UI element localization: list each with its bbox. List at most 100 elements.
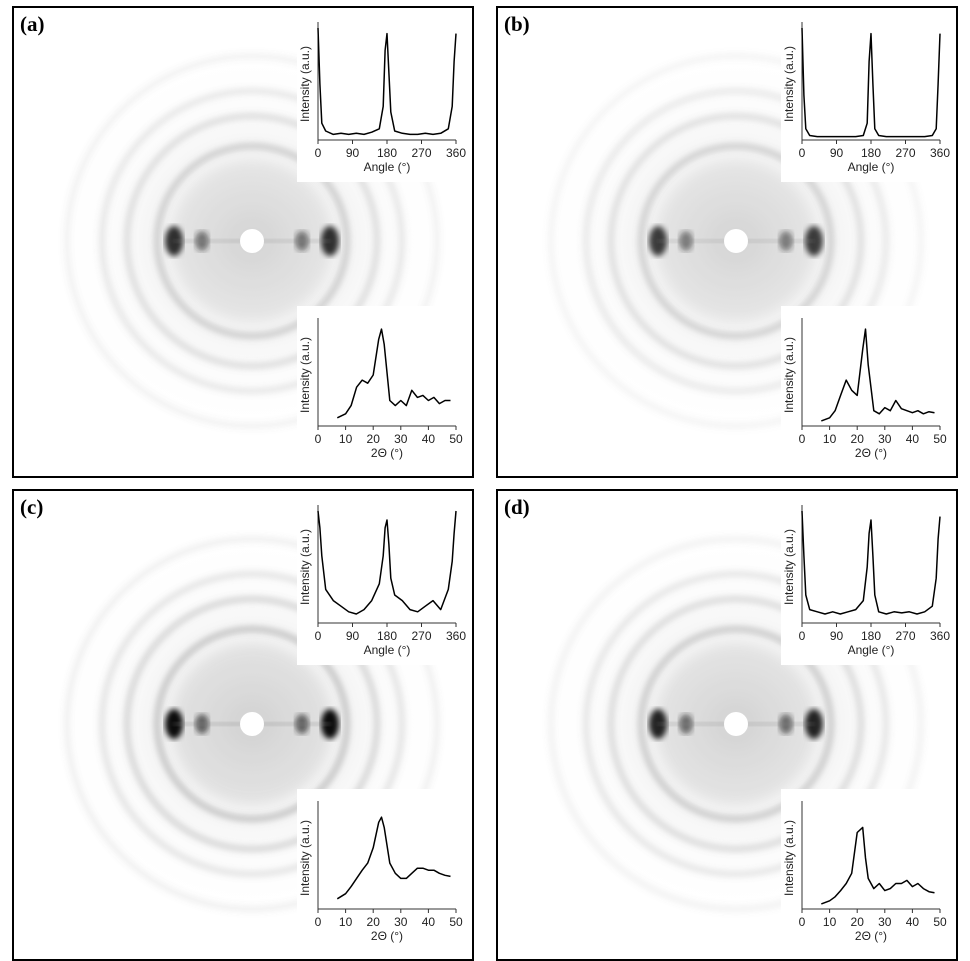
x-tick-label: 10 [823,432,837,446]
x-tick-label: 20 [851,915,865,929]
streak [736,722,814,726]
x-tick-label: 40 [422,432,436,446]
data-line [821,328,935,422]
x-tick-label: 50 [933,915,947,929]
inset-background [297,8,468,182]
y-axis-label: Intensity (a.u.) [298,529,312,605]
diffraction-ring [123,595,381,853]
y-axis-label: Intensity (a.u.) [298,820,312,896]
x-tick-label: 20 [367,915,381,929]
data-line [317,510,457,615]
diffraction-ring [547,52,925,430]
panel-frame [12,489,474,961]
panel-label: (a) [20,12,45,36]
x-tick-label: 50 [933,432,947,446]
diffraction-ring [153,625,351,823]
x-tick-label: 0 [799,432,806,446]
data-line [801,27,941,138]
x-tick-label: 0 [799,146,806,160]
x-tick-label: 360 [930,629,950,643]
panel: (d) 0 90 180 270 360 Angle (°) Intensity (a.u.)… [496,489,958,961]
x-axis-label: 2Θ (°) [371,929,403,943]
streak [736,239,814,243]
panel: (c) 0 90 180 270 360 Angle (°) Intensity (a.u.)… [12,489,474,961]
x-tick-label: 10 [339,915,353,929]
inset-background [781,789,952,958]
x-tick-label: 10 [339,432,353,446]
data-line [336,816,451,900]
streak [658,722,736,726]
x-tick-label: 180 [377,629,397,643]
x-tick-label: 30 [394,915,408,929]
x-tick-label: 0 [315,915,322,929]
streak [174,722,252,726]
panel: (a) 0 90 180 270 360 Angle (°) Intensity (a.u.)… [12,6,474,478]
y-axis-label: Intensity (a.u.) [298,337,312,413]
x-tick-label: 90 [830,629,844,643]
x-tick-label: 180 [861,629,881,643]
data-line [801,510,941,615]
panel: (b) 0 90 180 270 360 Angle (°) Intensity (a.u.)… [496,6,958,478]
diffraction-ring [63,52,441,430]
diffraction-ring [98,570,406,878]
diffraction-ring [582,570,890,878]
x-tick-label: 180 [861,146,881,160]
x-tick-label: 10 [823,915,837,929]
x-tick-label: 270 [895,146,915,160]
x-tick-label: 180 [377,146,397,160]
data-line [336,328,451,419]
diffraction-ring [637,142,835,340]
x-tick-label: 90 [346,629,360,643]
x-tick-label: 0 [315,146,322,160]
y-axis-label: Intensity (a.u.) [782,46,796,122]
inset-background [781,8,952,182]
x-tick-label: 30 [878,915,892,929]
x-tick-label: 40 [906,915,920,929]
x-tick-label: 90 [346,146,360,160]
x-tick-label: 20 [851,432,865,446]
x-tick-label: 360 [446,629,466,643]
x-tick-label: 0 [315,629,322,643]
beam-stop [724,229,748,253]
x-axis-label: Angle (°) [848,643,895,657]
panel-label: (c) [20,495,43,519]
x-axis-label: 2Θ (°) [855,446,887,460]
streak [174,239,252,243]
panel-label: (d) [504,495,530,519]
x-axis-label: 2Θ (°) [371,446,403,460]
x-tick-label: 360 [930,146,950,160]
x-tick-label: 50 [449,915,463,929]
diffraction-ring [607,112,865,370]
x-axis-label: Angle (°) [364,160,411,174]
x-tick-label: 0 [799,915,806,929]
diffraction-ring [63,535,441,913]
diffraction-ring [582,87,890,395]
diffraction-ring [153,142,351,340]
streak [252,239,330,243]
panel-frame [12,6,474,478]
diffraction-ring [547,535,925,913]
x-tick-label: 0 [315,432,322,446]
panel-frame [496,489,958,961]
diffraction-ring [607,595,865,853]
y-axis-label: Intensity (a.u.) [782,337,796,413]
inset-background [297,491,468,665]
x-tick-label: 40 [906,432,920,446]
x-axis-label: Angle (°) [364,643,411,657]
panel-label: (b) [504,12,530,36]
x-tick-label: 270 [895,629,915,643]
beam-stop [240,712,264,736]
diffraction-ring [637,625,835,823]
streak [658,239,736,243]
x-axis-label: Angle (°) [848,160,895,174]
y-axis-label: Intensity (a.u.) [298,46,312,122]
diffraction-ring [123,112,381,370]
x-axis-label: 2Θ (°) [855,929,887,943]
x-tick-label: 270 [411,146,431,160]
x-tick-label: 40 [422,915,436,929]
x-tick-label: 0 [799,629,806,643]
x-tick-label: 20 [367,432,381,446]
y-axis-label: Intensity (a.u.) [782,820,796,896]
x-tick-label: 30 [394,432,408,446]
